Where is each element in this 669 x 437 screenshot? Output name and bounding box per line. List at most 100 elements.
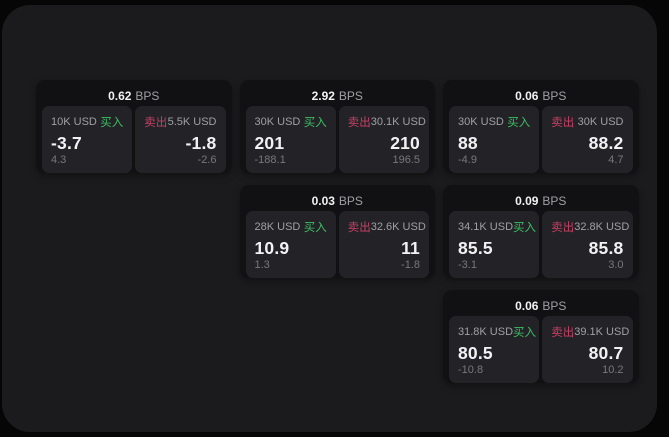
quote-card[interactable]: 2.92 BPS 30K USD 买入 201 -188.1 卖出 30.1K … <box>239 80 435 173</box>
sell-label-row: 卖出 5.5K USD <box>144 114 216 130</box>
sell-label-row: 卖出 32.8K USD <box>551 219 629 235</box>
buy-panel[interactable]: 34.1K USD 买入 85.5 -3.1 <box>449 211 540 278</box>
buy-side-label: 买入 <box>303 117 327 129</box>
buy-amount: 30K USD <box>458 116 504 128</box>
buy-panel[interactable]: 28K USD 买入 10.9 1.3 <box>245 211 336 278</box>
quote-card[interactable]: 0.06 BPS 31.8K USD 买入 80.5 -10.8 卖出 39.1… <box>443 290 639 383</box>
sell-label-row: 卖出 30.1K USD <box>347 114 426 130</box>
buy-price: -3.7 <box>51 133 82 153</box>
bps-value: 0.06 <box>515 89 539 103</box>
quote-panels: 30K USD 买入 201 -188.1 卖出 30.1K USD 210 1… <box>245 106 429 173</box>
buy-side-label: 买入 <box>507 117 531 129</box>
buy-label-row: 34.1K USD 买入 <box>458 219 536 235</box>
sell-amount: 32.6K USD <box>370 221 426 233</box>
sell-label-row: 卖出 30K USD <box>551 114 623 130</box>
buy-amount: 34.1K USD <box>458 221 514 233</box>
bps-header: 0.06 BPS <box>449 296 633 316</box>
buy-price: 80.5 <box>458 343 493 363</box>
buy-side-label: 买入 <box>513 327 537 339</box>
sell-amount: 32.8K USD <box>574 221 630 233</box>
buy-side-label: 买入 <box>303 222 327 234</box>
sell-side-label: 卖出 <box>144 117 168 129</box>
buy-amount: 10K USD <box>51 116 97 128</box>
sell-label-row: 卖出 39.1K USD <box>551 324 629 340</box>
bps-header: 0.06 BPS <box>449 86 633 106</box>
bps-unit-label: BPS <box>542 194 567 208</box>
buy-panel[interactable]: 30K USD 买入 201 -188.1 <box>245 106 336 173</box>
buy-change: 4.3 <box>51 154 67 166</box>
sell-side-label: 卖出 <box>347 117 371 129</box>
buy-side-label: 买入 <box>100 117 124 129</box>
quote-card[interactable]: 0.03 BPS 28K USD 买入 10.9 1.3 卖出 32.6K US… <box>239 185 435 278</box>
quote-panels: 10K USD 买入 -3.7 4.3 卖出 5.5K USD -1.8 -2.… <box>42 106 226 173</box>
sell-side-label: 卖出 <box>551 222 575 234</box>
quote-card[interactable]: 0.62 BPS 10K USD 买入 -3.7 4.3 卖出 5.5K USD… <box>36 80 232 173</box>
buy-panel[interactable]: 31.8K USD 买入 80.5 -10.8 <box>449 316 540 383</box>
quote-panels: 31.8K USD 买入 80.5 -10.8 卖出 39.1K USD 80.… <box>449 316 633 383</box>
buy-label-row: 30K USD 买入 <box>458 114 530 130</box>
buy-price: 201 <box>254 133 285 153</box>
buy-side-label: 买入 <box>513 222 537 234</box>
buy-amount: 30K USD <box>254 116 301 128</box>
bps-unit-label: BPS <box>338 89 363 103</box>
quote-card[interactable]: 0.06 BPS 30K USD 买入 88 -4.9 卖出 30K USD 8… <box>443 80 639 173</box>
quote-panels: 34.1K USD 买入 85.5 -3.1 卖出 32.8K USD 85.8… <box>449 211 633 278</box>
sell-side-label: 卖出 <box>551 327 575 339</box>
bps-header: 0.09 BPS <box>449 191 633 211</box>
bps-unit-label: BPS <box>338 194 363 208</box>
sell-price: 80.7 <box>588 343 624 363</box>
buy-change: -188.1 <box>254 154 286 166</box>
buy-panel[interactable]: 10K USD 买入 -3.7 4.3 <box>42 106 133 173</box>
bps-header: 2.92 BPS <box>246 86 430 106</box>
quote-panels: 30K USD 买入 88 -4.9 卖出 30K USD 88.2 4.7 <box>449 106 633 173</box>
quote-card[interactable]: 0.09 BPS 34.1K USD 买入 85.5 -3.1 卖出 32.8K… <box>443 185 639 278</box>
sell-panel[interactable]: 卖出 30.1K USD 210 196.5 <box>338 106 429 173</box>
buy-label-row: 10K USD 买入 <box>51 114 123 130</box>
bps-unit-label: BPS <box>542 89 567 103</box>
sell-change: -1.8 <box>401 259 420 271</box>
bps-value: 0.03 <box>311 194 335 208</box>
bps-unit-label: BPS <box>542 299 567 313</box>
sell-amount: 39.1K USD <box>574 326 630 338</box>
sell-side-label: 卖出 <box>551 117 575 129</box>
bps-unit-label: BPS <box>135 89 160 103</box>
sell-change: 3.0 <box>608 259 624 271</box>
bps-header: 0.03 BPS <box>246 191 430 211</box>
sell-change: -2.6 <box>197 154 217 166</box>
buy-amount: 31.8K USD <box>458 326 514 338</box>
bps-value: 0.62 <box>108 89 132 103</box>
buy-change: -4.9 <box>458 154 477 166</box>
sell-price: -1.8 <box>185 133 217 153</box>
sell-panel[interactable]: 卖出 39.1K USD 80.7 10.2 <box>542 316 633 383</box>
buy-price: 85.5 <box>458 238 493 258</box>
sell-panel[interactable]: 卖出 32.8K USD 85.8 3.0 <box>542 211 633 278</box>
dashboard-panel: 0.62 BPS 10K USD 买入 -3.7 4.3 卖出 5.5K USD… <box>2 5 657 432</box>
bps-value: 2.92 <box>311 89 335 103</box>
buy-price: 88 <box>458 133 478 153</box>
buy-price: 10.9 <box>254 238 290 258</box>
bps-header: 0.62 BPS <box>42 86 226 106</box>
quote-panels: 28K USD 买入 10.9 1.3 卖出 32.6K USD 11 -1.8 <box>245 211 429 278</box>
buy-change: 1.3 <box>254 259 270 271</box>
buy-change: -3.1 <box>458 259 477 271</box>
sell-panel[interactable]: 卖出 30K USD 88.2 4.7 <box>542 106 633 173</box>
sell-label-row: 卖出 32.6K USD <box>347 219 426 235</box>
sell-amount: 30K USD <box>577 116 624 128</box>
sell-price: 210 <box>390 133 420 153</box>
sell-amount: 5.5K USD <box>167 116 217 128</box>
buy-label-row: 28K USD 买入 <box>255 219 327 235</box>
buy-amount: 28K USD <box>254 221 301 233</box>
buy-label-row: 30K USD 买入 <box>255 114 327 130</box>
bps-value: 0.09 <box>515 194 539 208</box>
quote-grid: 0.62 BPS 10K USD 买入 -3.7 4.3 卖出 5.5K USD… <box>36 80 639 383</box>
sell-amount: 30.1K USD <box>370 116 426 128</box>
sell-panel[interactable]: 卖出 5.5K USD -1.8 -2.6 <box>135 106 226 173</box>
sell-price: 85.8 <box>588 238 624 258</box>
sell-price: 88.2 <box>588 133 624 153</box>
sell-change: 196.5 <box>392 154 420 166</box>
buy-change: -10.8 <box>458 364 484 376</box>
sell-change: 4.7 <box>608 154 624 166</box>
sell-panel[interactable]: 卖出 32.6K USD 11 -1.8 <box>338 211 429 278</box>
buy-panel[interactable]: 30K USD 买入 88 -4.9 <box>449 106 540 173</box>
sell-side-label: 卖出 <box>347 222 371 234</box>
